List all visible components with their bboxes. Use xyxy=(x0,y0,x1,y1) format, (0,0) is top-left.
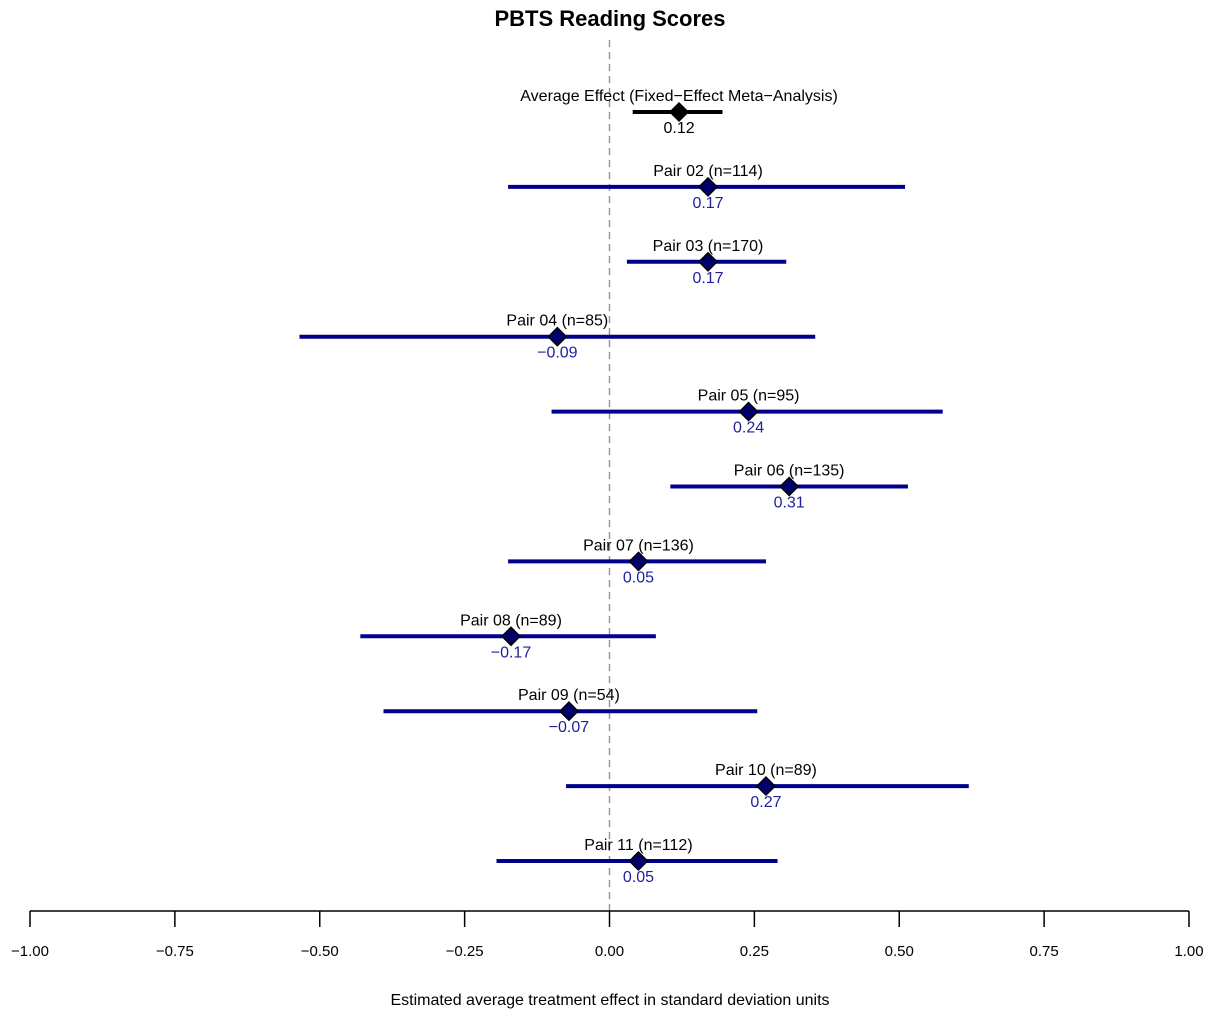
row-label: Pair 06 (n=135) xyxy=(734,463,845,480)
row-label: Pair 09 (n=54) xyxy=(518,687,620,704)
value-label: −0.07 xyxy=(549,719,590,736)
point-estimate-marker xyxy=(628,551,649,572)
x-tick-label: 0.00 xyxy=(595,943,624,960)
row-label: Pair 02 (n=114) xyxy=(653,163,763,180)
point-estimate-marker xyxy=(547,326,568,347)
value-label: 0.24 xyxy=(733,420,764,437)
study-row: Pair 07 (n=136) 0.05 xyxy=(508,537,766,586)
study-row: Pair 03 (n=170) 0.17 xyxy=(626,238,787,287)
x-tick-label: 0.50 xyxy=(885,943,914,960)
row-label: Pair 08 (n=89) xyxy=(460,612,562,629)
value-label: 0.05 xyxy=(623,869,654,886)
value-label: 0.17 xyxy=(692,270,723,287)
chart-title: PBTS Reading Scores xyxy=(494,6,725,31)
point-estimate-marker xyxy=(628,850,649,872)
study-row: Pair 02 (n=114) 0.17 xyxy=(508,163,906,212)
point-estimate-marker xyxy=(500,626,522,647)
row-label: Pair 10 (n=89) xyxy=(715,762,817,779)
point-estimate-marker xyxy=(558,701,579,722)
study-row: Pair 08 (n=89) −0.17 xyxy=(360,612,656,661)
value-label: −0.17 xyxy=(491,644,532,661)
point-estimate-marker xyxy=(697,251,719,272)
study-row: Pair 04 (n=85) −0.09 xyxy=(299,313,816,362)
row-label: Average Effect (Fixed−Effect Meta−Analys… xyxy=(520,88,838,105)
point-estimate-marker xyxy=(668,101,690,123)
x-tick-label: −0.25 xyxy=(446,943,484,960)
study-row: Pair 05 (n=95) 0.24 xyxy=(551,388,943,437)
x-axis-label: Estimated average treatment effect in st… xyxy=(390,992,829,1009)
point-estimate-marker xyxy=(779,476,800,497)
x-tick-label: −1.00 xyxy=(11,943,49,960)
x-tick-label: 0.25 xyxy=(740,943,769,960)
value-label: −0.09 xyxy=(537,345,578,362)
x-tick-label: −0.75 xyxy=(156,943,194,960)
x-tick-label: 0.75 xyxy=(1030,943,1059,960)
row-label: Pair 04 (n=85) xyxy=(506,313,608,330)
x-axis: −1.00 −0.75 −0.50 −0.25 0.00 0.25 0.50 0.75 1.00 xyxy=(11,910,1204,960)
rows-layer: Average Effect (Fixed−Effect Meta−Analys… xyxy=(299,88,969,886)
value-label: 0.27 xyxy=(750,794,781,811)
row-label: Pair 11 (n=112) xyxy=(584,837,692,854)
row-label: Pair 07 (n=136) xyxy=(583,537,694,554)
value-label: 0.05 xyxy=(623,569,654,586)
row-label: Pair 05 (n=95) xyxy=(698,388,800,405)
x-tick-label: 1.00 xyxy=(1174,943,1203,960)
point-estimate-marker xyxy=(697,176,719,197)
value-label: 0.12 xyxy=(663,120,694,137)
study-row: Pair 10 (n=89) 0.27 xyxy=(566,762,969,811)
summary-row: Average Effect (Fixed−Effect Meta−Analys… xyxy=(520,88,838,137)
value-label: 0.17 xyxy=(692,195,723,212)
row-label: Pair 03 (n=170) xyxy=(653,238,764,255)
study-row: Pair 09 (n=54) −0.07 xyxy=(383,687,758,736)
study-row: Pair 06 (n=135) 0.31 xyxy=(670,463,908,512)
x-tick-label: −0.50 xyxy=(301,943,339,960)
point-estimate-marker xyxy=(738,401,759,422)
point-estimate-marker xyxy=(755,776,777,797)
value-label: 0.31 xyxy=(774,495,805,512)
study-row: Pair 11 (n=112) 0.05 xyxy=(496,837,778,886)
